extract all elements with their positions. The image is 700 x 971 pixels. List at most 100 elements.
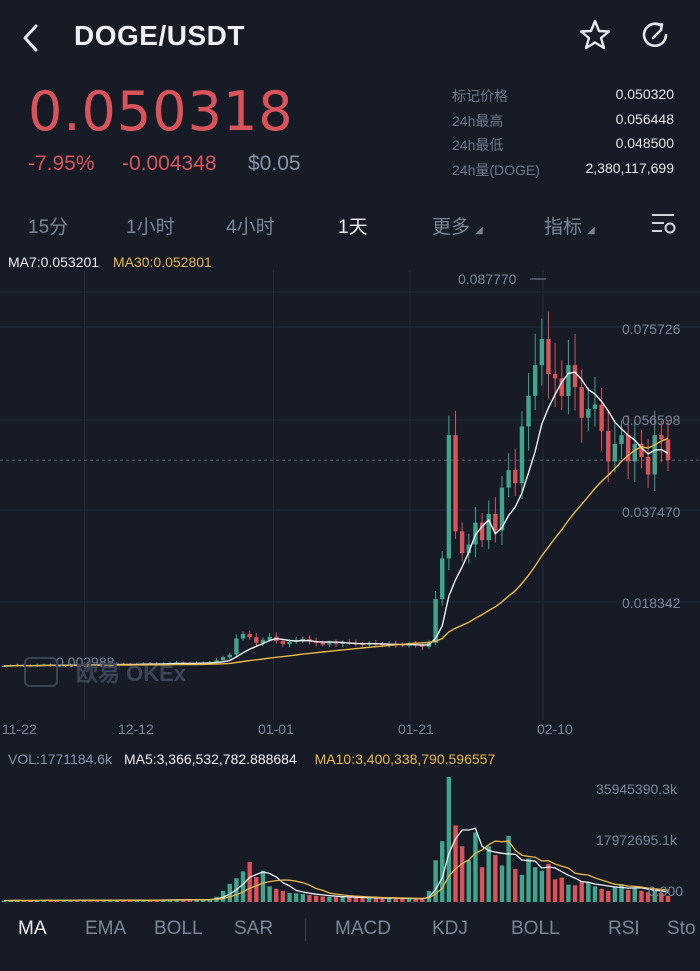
volume-axis-label: 35945390.3k bbox=[596, 781, 678, 797]
volume-bar bbox=[313, 895, 319, 902]
candle-body bbox=[453, 435, 458, 532]
volume-bar bbox=[360, 898, 365, 902]
volume-bar bbox=[114, 900, 120, 902]
volume-bar bbox=[127, 900, 133, 902]
indicator-ema[interactable]: EMA bbox=[85, 918, 127, 939]
volume-bar bbox=[645, 892, 651, 902]
candle-body bbox=[240, 634, 246, 639]
candle-body bbox=[659, 435, 664, 440]
price-axis-label: 0.087770 bbox=[458, 271, 517, 287]
tab-1h[interactable]: 1小时 bbox=[126, 217, 175, 238]
candle-body bbox=[254, 637, 259, 643]
candle-body bbox=[327, 643, 332, 645]
ma30-label: MA30:0.052801 bbox=[112, 254, 212, 270]
stat-row: 标记价格 0.050320 bbox=[452, 86, 674, 111]
candle-body bbox=[533, 365, 538, 396]
tab-1d[interactable]: 1天 bbox=[338, 217, 368, 238]
ma30-line bbox=[3, 437, 669, 667]
volume-bar bbox=[466, 860, 471, 902]
chart-grid bbox=[0, 270, 700, 720]
volume-bar bbox=[506, 835, 511, 902]
date-label: 01-01 bbox=[258, 721, 294, 737]
triangle-down-icon: ◢ bbox=[475, 225, 483, 236]
volume-bar bbox=[267, 886, 272, 902]
volume-bar bbox=[373, 897, 379, 902]
back-button[interactable] bbox=[20, 14, 60, 62]
volume-bars bbox=[1, 776, 671, 902]
volume-bar bbox=[21, 900, 27, 902]
candles bbox=[1, 311, 671, 668]
candle-body bbox=[220, 657, 226, 661]
candle-body bbox=[267, 636, 272, 640]
vol-ma5-label: MA5:3,366,532,782.888684 bbox=[123, 751, 297, 767]
volume-bar bbox=[88, 900, 93, 902]
volume-bar bbox=[479, 867, 485, 902]
candle-body bbox=[639, 443, 644, 458]
candle-body bbox=[645, 457, 651, 475]
tab-indicators[interactable]: 指标 ◢ bbox=[544, 212, 595, 239]
vol-label: VOL:1771184.6k bbox=[8, 751, 113, 767]
kline-chart[interactable]: 0.087770 0.075726 0.056598 0.037470 0.018342… bbox=[0, 270, 700, 906]
chevron-left-icon bbox=[23, 24, 38, 52]
vol-ma10-line bbox=[3, 840, 669, 902]
stat-label: 24h最高 bbox=[452, 112, 504, 129]
candle-body bbox=[360, 644, 365, 646]
volume-bar bbox=[612, 886, 618, 902]
volume-bar bbox=[499, 865, 505, 902]
volume-bar bbox=[154, 900, 159, 902]
volume-bar bbox=[41, 900, 47, 902]
indicator-boll-main[interactable]: BOLL bbox=[154, 918, 203, 939]
indicator-macd[interactable]: MACD bbox=[335, 918, 391, 939]
volume-bar bbox=[1, 900, 7, 902]
indicator-sar[interactable]: SAR bbox=[234, 918, 274, 939]
date-label: 01-21 bbox=[398, 721, 434, 737]
candle-body bbox=[333, 643, 339, 645]
volume-bar bbox=[559, 877, 564, 902]
stat-value: 0.050320 bbox=[615, 86, 674, 102]
refresh-button[interactable] bbox=[638, 18, 674, 54]
ma-legend: MA7:0.053201 MA30:0.052801 bbox=[8, 254, 212, 270]
date-axis: 11-22 12-12 01-01 01-21 02-10 bbox=[2, 721, 573, 737]
volume-bar bbox=[619, 884, 624, 902]
tab-4h[interactable]: 4小时 bbox=[226, 217, 275, 238]
candle-body bbox=[619, 435, 624, 444]
volume-bar bbox=[420, 899, 425, 902]
candle-body bbox=[632, 443, 637, 462]
indicator-rsi[interactable]: RSI bbox=[608, 918, 640, 939]
candle-body bbox=[592, 404, 598, 409]
star-icon bbox=[579, 19, 611, 50]
candle-body bbox=[599, 404, 604, 431]
change-percent: -7.95% bbox=[28, 152, 95, 175]
indicator-boll-sub[interactable]: BOLL bbox=[511, 918, 560, 939]
candle-body bbox=[320, 642, 325, 645]
volume-bar bbox=[493, 855, 498, 902]
indicator-ma[interactable]: MA bbox=[18, 918, 47, 939]
candle-body bbox=[440, 558, 445, 600]
volume-bar bbox=[167, 899, 173, 902]
volume-bar bbox=[473, 832, 478, 902]
indicator-kdj[interactable]: KDJ bbox=[432, 918, 468, 939]
indicator-divider bbox=[305, 919, 306, 941]
chart-settings-button[interactable] bbox=[650, 210, 678, 244]
favorite-button[interactable] bbox=[578, 18, 614, 54]
stat-label: 标记价格 bbox=[452, 88, 508, 104]
volume-bar bbox=[486, 846, 491, 902]
candle-body bbox=[459, 531, 465, 554]
volume-bar bbox=[513, 868, 518, 902]
tab-15m[interactable]: 15分 bbox=[28, 217, 69, 238]
candle-body bbox=[499, 487, 505, 531]
volume-bar bbox=[665, 895, 671, 902]
volume-bar bbox=[327, 896, 332, 902]
triangle-down-icon: ◢ bbox=[587, 225, 595, 236]
volume-legend: VOL:1771184.6k MA5:3,366,532,782.888684 … bbox=[8, 751, 495, 767]
candle-body bbox=[519, 426, 525, 484]
indicator-sto[interactable]: Sto bbox=[667, 918, 696, 939]
stat-value: 0.056448 bbox=[615, 110, 674, 127]
tab-more[interactable]: 更多 ◢ bbox=[432, 212, 483, 239]
stat-row: 24h最高 0.056448 bbox=[452, 111, 674, 136]
tab-more-label: 更多 bbox=[432, 217, 471, 238]
volume-bar bbox=[161, 899, 166, 902]
volume-bar bbox=[406, 898, 412, 902]
volume-bar bbox=[227, 883, 232, 902]
candle-body bbox=[227, 654, 232, 658]
